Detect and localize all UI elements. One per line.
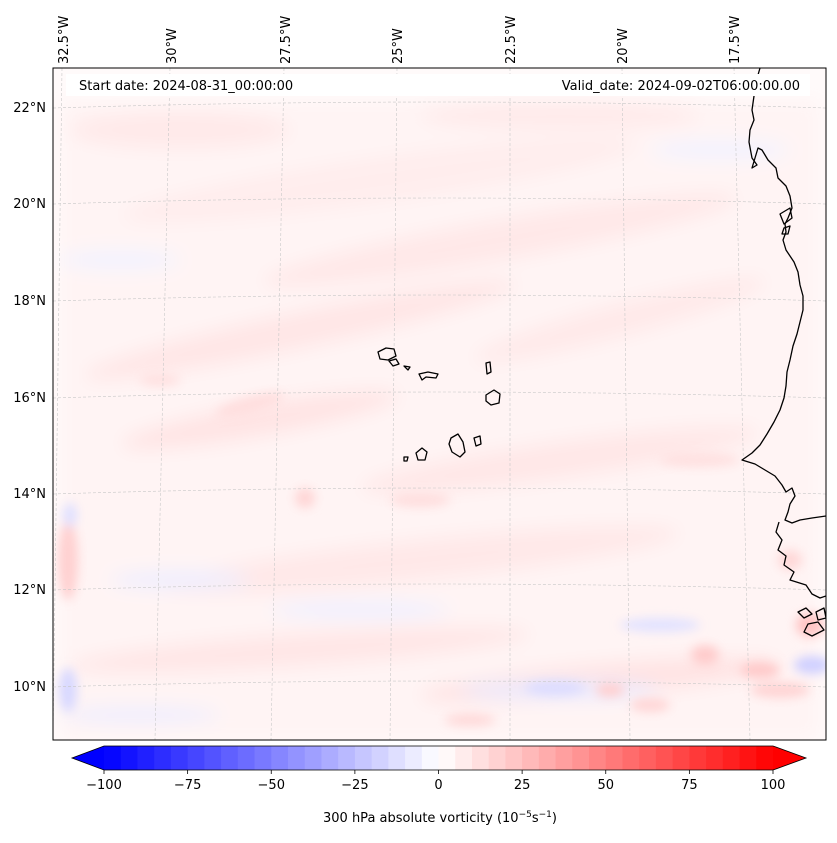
colorbar-segment — [304, 746, 323, 770]
colorbar-segment — [221, 746, 239, 770]
colorbar-segment — [589, 746, 607, 770]
latitude-labels: 22°N 20°N 18°N 16°N 14°N 12°N 10°N — [13, 101, 46, 695]
colorbar-segment — [689, 746, 707, 770]
lon-label: 17.5°W — [728, 16, 743, 64]
colorbar-segment — [505, 746, 523, 770]
colorbar-tick-label: 25 — [514, 778, 531, 793]
colorbar-segment — [488, 746, 507, 770]
colorbar-segment — [137, 746, 155, 770]
colorbar-segment — [655, 746, 674, 770]
start-date-label: Start date: 2024-08-31_00:00:00 — [79, 79, 293, 94]
colorbar-segment — [405, 746, 423, 770]
lat-label: 20°N — [13, 197, 46, 212]
colorbar-segment — [555, 746, 573, 770]
colorbar-segment — [471, 746, 490, 770]
cape-verde-sao-vicente — [388, 358, 400, 367]
cape-verde-santo-antao — [377, 347, 397, 361]
colorbar-segment — [321, 746, 339, 770]
colorbar-segment — [455, 746, 473, 770]
colorbar-segment — [187, 746, 205, 770]
colorbar-segment — [639, 746, 657, 770]
lon-label: 32.5°W — [57, 16, 72, 64]
colorbar-segment — [605, 746, 624, 770]
colorbar-segment — [237, 746, 256, 770]
colorbar-segment — [438, 746, 456, 770]
colorbar-segment — [154, 746, 172, 770]
colorbar-ticks: −100 −75 −50 −25 0 25 50 75 100 — [86, 770, 785, 793]
header-band — [66, 74, 810, 96]
colorbar-tick-label: 100 — [761, 778, 786, 793]
colorbar-tick-label: 50 — [597, 778, 614, 793]
lat-label: 12°N — [13, 583, 46, 598]
lon-label: 30°W — [165, 28, 180, 64]
cape-verde-santa-luzia — [403, 365, 411, 371]
cape-verde-brava — [403, 456, 409, 462]
colorbar-tick-label: −100 — [86, 778, 122, 793]
colorbar-tick-label: 0 — [434, 778, 442, 793]
colorbar-segment — [572, 746, 590, 770]
colorbar-segment — [622, 746, 640, 770]
bijagos-islands — [797, 607, 826, 637]
colorbar-tick-label: −50 — [258, 778, 285, 793]
valid-date-label: Valid_date: 2024-09-02T06:00:00.00 — [562, 79, 800, 94]
colorbar-segment — [120, 746, 139, 770]
colorbar-segments — [104, 746, 774, 770]
cape-verde-santiago — [448, 433, 466, 458]
map-axes-border — [52, 67, 827, 741]
colorbar-segment — [338, 746, 356, 770]
africa-coastline — [741, 68, 826, 524]
colorbar: −100 −75 −50 −25 0 25 50 75 100 300 hPa absolute… — [70, 745, 808, 826]
colorbar-segment — [756, 746, 774, 770]
cape-verde-maio — [473, 435, 482, 447]
longitude-labels: 32.5°W 30°W 27.5°W 25°W 22.5°W 20°W 17.5… — [57, 16, 743, 64]
colorbar-label: 300 hPa absolute vorticity (10−5s−1) — [323, 810, 557, 826]
colorbar-segment — [522, 746, 540, 770]
colorbar-segment — [371, 746, 389, 770]
lat-label: 18°N — [13, 294, 46, 309]
graticule-gridlines — [53, 68, 826, 740]
colorbar-tick-label: 75 — [681, 778, 698, 793]
cape-verde-fogo — [415, 447, 428, 461]
colorbar-segment — [354, 746, 373, 770]
colorbar-segment — [672, 746, 690, 770]
colorbar-segment — [287, 746, 306, 770]
africa-coast-inlets — [775, 521, 826, 599]
vorticity-field — [58, 100, 826, 740]
lon-label: 20°W — [616, 28, 631, 64]
colorbar-segment — [170, 746, 189, 770]
colorbar-segment — [706, 746, 724, 770]
colorbar-segment — [739, 746, 757, 770]
colorbar-segment — [388, 746, 406, 770]
lon-label: 22.5°W — [504, 16, 519, 64]
cape-verde-sao-nicolau — [418, 371, 439, 381]
lat-label: 14°N — [13, 487, 46, 502]
colorbar-segment — [538, 746, 557, 770]
colorbar-segment — [204, 746, 222, 770]
colorbar-segment — [722, 746, 741, 770]
colorbar-extend-min — [72, 746, 104, 770]
colorbar-segment — [271, 746, 289, 770]
cape-verde-sal — [485, 361, 492, 375]
lat-label: 16°N — [13, 391, 46, 406]
colorbar-extend-max — [773, 746, 806, 770]
cape-verde-boa-vista — [485, 389, 501, 406]
colorbar-tick-label: −25 — [341, 778, 368, 793]
lon-label: 25°W — [391, 28, 406, 64]
colorbar-segment — [254, 746, 272, 770]
colorbar-segment — [104, 746, 122, 770]
lat-label: 10°N — [13, 680, 46, 695]
canary-coast-islands — [779, 207, 793, 235]
lat-label: 22°N — [13, 101, 46, 116]
lon-label: 27.5°W — [279, 16, 294, 64]
colorbar-tick-label: −75 — [174, 778, 201, 793]
coastlines — [377, 68, 826, 637]
colorbar-segment — [421, 746, 440, 770]
